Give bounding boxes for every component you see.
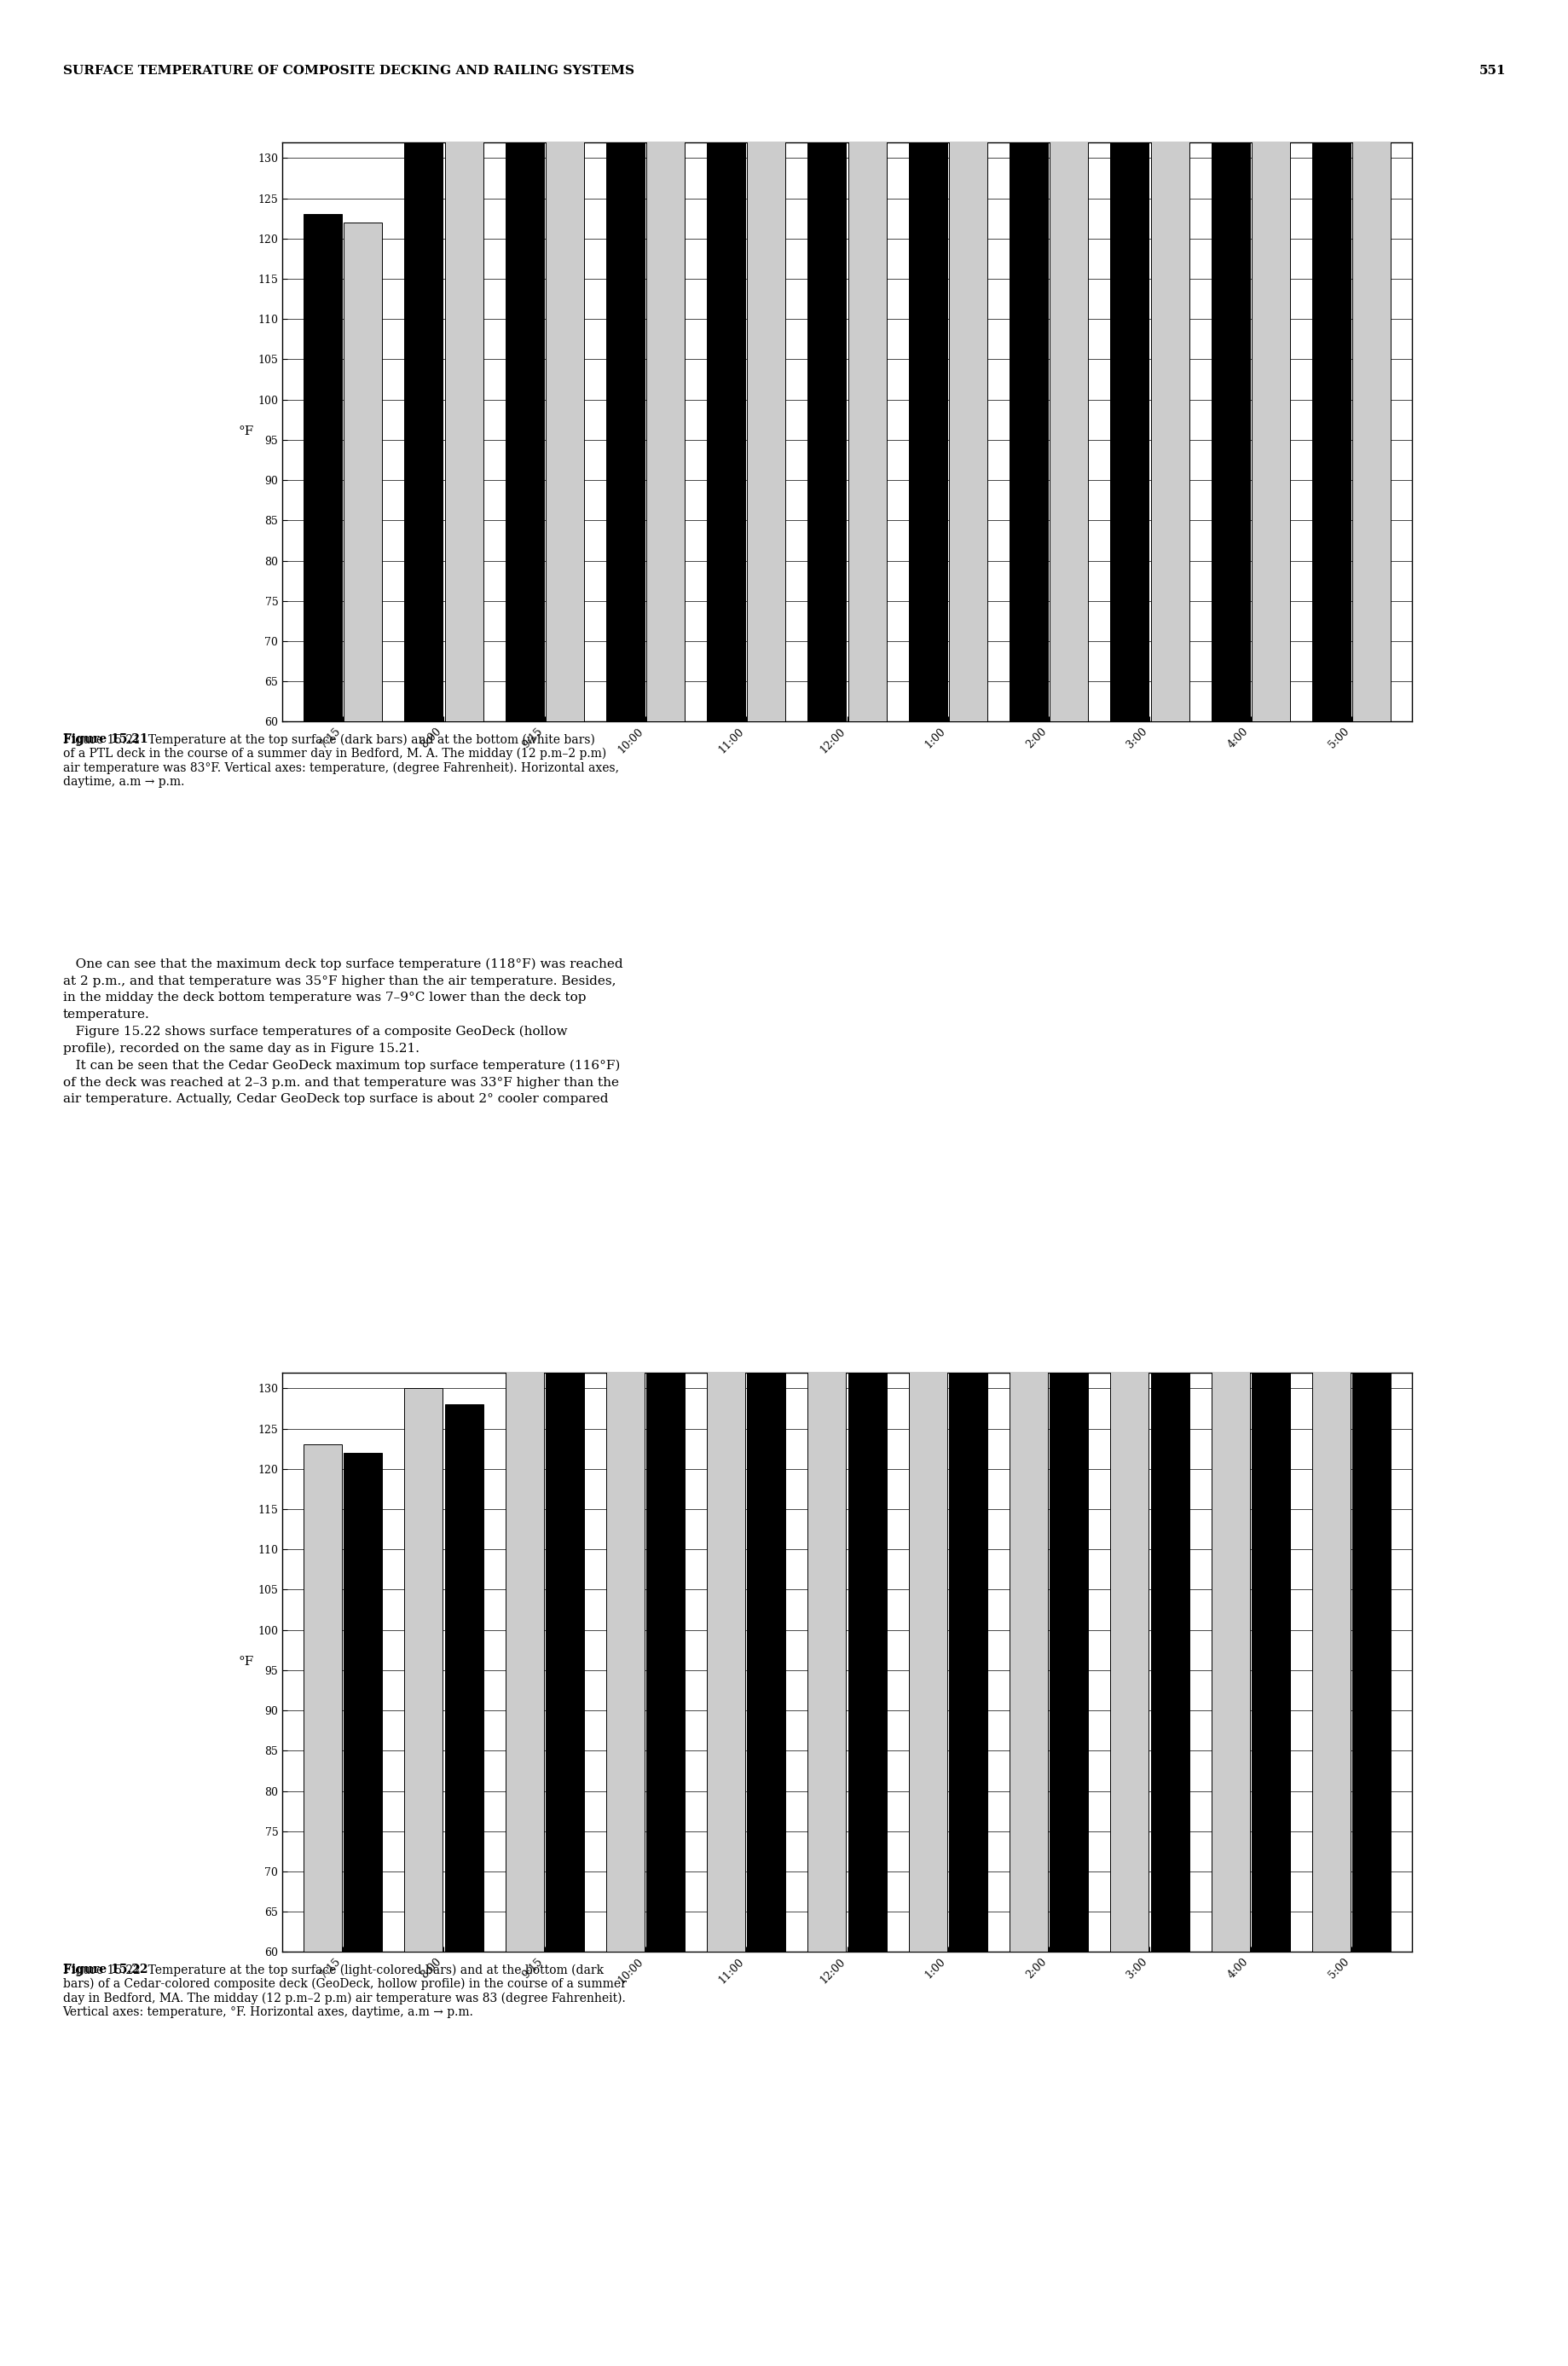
Bar xyxy=(343,222,383,722)
Y-axis label: °F: °F xyxy=(238,426,254,438)
Bar xyxy=(746,0,786,722)
Bar xyxy=(1352,0,1391,722)
Bar xyxy=(1008,1017,1047,1952)
Bar xyxy=(646,0,684,722)
Text: One can see that the maximum deck top surface temperature (118°F) was reached
at: One can see that the maximum deck top su… xyxy=(63,958,622,1105)
Bar xyxy=(303,215,342,722)
Bar xyxy=(1149,1098,1189,1952)
Bar xyxy=(605,0,644,722)
Text: SURFACE TEMPERATURE OF COMPOSITE DECKING AND RAILING SYSTEMS: SURFACE TEMPERATURE OF COMPOSITE DECKING… xyxy=(63,64,633,78)
Bar xyxy=(405,95,442,722)
Bar xyxy=(1008,0,1047,722)
Bar xyxy=(1311,1164,1350,1952)
Text: Figure 15.21  Temperature at the top surface (dark bars) and at the bottom (whit: Figure 15.21 Temperature at the top surf… xyxy=(63,733,618,788)
Bar xyxy=(1110,1067,1148,1952)
Bar xyxy=(605,1148,644,1952)
Bar xyxy=(1251,0,1289,722)
Bar xyxy=(808,0,845,722)
Y-axis label: °F: °F xyxy=(238,1656,254,1668)
Bar xyxy=(505,0,543,722)
Bar xyxy=(848,1051,886,1952)
Bar xyxy=(1210,1107,1250,1952)
Text: Figure 15.22  Temperature at the top surface (light-colored bars) and at the bot: Figure 15.22 Temperature at the top surf… xyxy=(63,1964,626,2018)
Bar xyxy=(908,0,947,722)
Bar xyxy=(405,1389,442,1952)
Bar xyxy=(303,1446,342,1952)
Bar xyxy=(746,1091,786,1952)
Bar xyxy=(1311,0,1350,722)
Bar xyxy=(646,1171,684,1952)
Bar xyxy=(1210,0,1250,722)
Bar xyxy=(949,0,986,722)
Bar xyxy=(445,1405,483,1952)
Bar xyxy=(848,0,886,722)
Bar xyxy=(546,1245,583,1952)
Text: Figure 15.21: Figure 15.21 xyxy=(63,733,147,745)
Bar xyxy=(1352,1188,1391,1952)
Bar xyxy=(1251,1148,1289,1952)
Bar xyxy=(949,1051,986,1952)
Bar xyxy=(445,118,483,722)
Bar xyxy=(808,1017,845,1952)
Text: Figure 15.22: Figure 15.22 xyxy=(63,1964,147,1976)
Bar xyxy=(1110,0,1148,722)
Bar xyxy=(707,1058,745,1952)
Bar xyxy=(546,0,583,722)
Bar xyxy=(1149,0,1189,722)
Bar xyxy=(1049,1058,1088,1952)
Bar xyxy=(343,1453,383,1952)
Bar xyxy=(505,1211,543,1952)
Bar xyxy=(1049,0,1088,722)
Text: 551: 551 xyxy=(1479,64,1505,78)
Bar xyxy=(908,1017,947,1952)
Bar xyxy=(707,0,745,722)
